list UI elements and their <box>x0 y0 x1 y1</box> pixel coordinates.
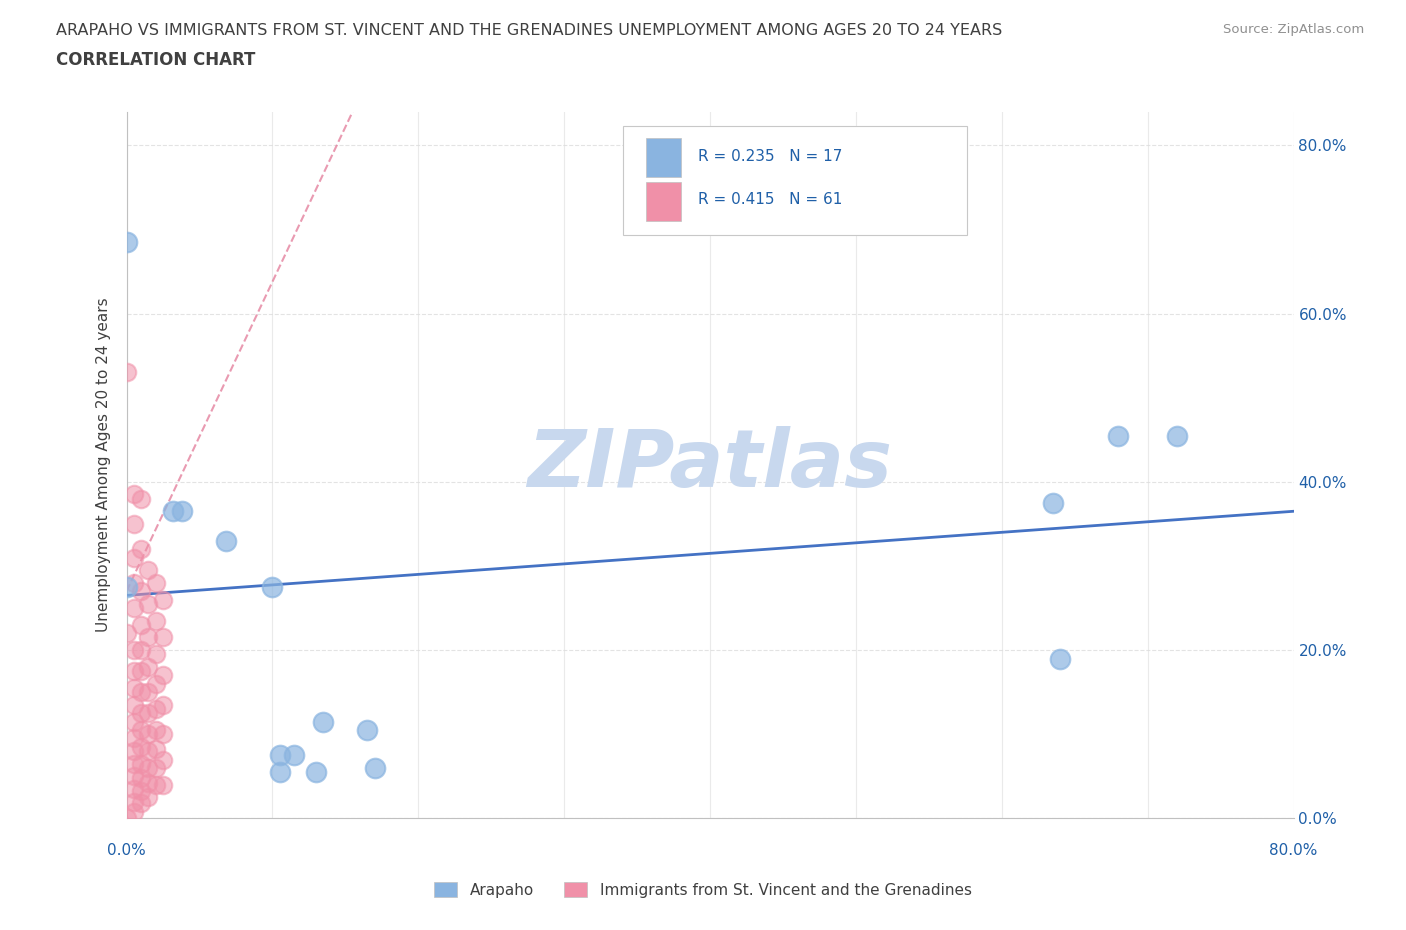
Point <box>138 596 160 611</box>
FancyBboxPatch shape <box>623 126 967 235</box>
Point <box>129 618 152 632</box>
Point <box>122 664 145 679</box>
Point <box>152 592 174 607</box>
Point <box>115 579 138 594</box>
Point <box>129 756 152 771</box>
Point <box>145 676 167 691</box>
Point <box>122 781 145 796</box>
Point <box>122 731 145 746</box>
Point <box>363 761 385 776</box>
Point <box>129 643 152 658</box>
Legend: Arapaho, Immigrants from St. Vincent and the Grenadines: Arapaho, Immigrants from St. Vincent and… <box>429 875 977 904</box>
Point <box>138 630 160 644</box>
Point <box>145 613 167 628</box>
Point <box>152 727 174 742</box>
Text: R = 0.415   N = 61: R = 0.415 N = 61 <box>699 193 842 207</box>
Point <box>1166 428 1188 443</box>
Point <box>122 681 145 696</box>
Point <box>215 533 238 548</box>
Point <box>152 777 174 792</box>
Bar <box>645 139 681 178</box>
Point <box>145 701 167 716</box>
Point <box>145 647 167 662</box>
Point <box>115 811 138 826</box>
Point <box>122 551 145 565</box>
Point <box>162 504 184 519</box>
Point <box>122 794 145 809</box>
Point <box>138 684 160 699</box>
Point <box>138 790 160 804</box>
Point <box>1049 651 1071 666</box>
Y-axis label: Unemployment Among Ages 20 to 24 years: Unemployment Among Ages 20 to 24 years <box>96 298 111 632</box>
Point <box>122 804 145 819</box>
Point <box>122 487 145 502</box>
Point <box>129 584 152 599</box>
Point <box>138 727 160 742</box>
Point <box>145 723 167 737</box>
Point <box>129 784 152 799</box>
Point <box>170 504 193 519</box>
Point <box>145 576 167 591</box>
Point <box>122 516 145 531</box>
Point <box>269 764 291 779</box>
Point <box>122 714 145 729</box>
Point <box>129 723 152 737</box>
Point <box>138 744 160 759</box>
Point <box>138 761 160 776</box>
Point <box>152 668 174 683</box>
Point <box>129 664 152 679</box>
Bar <box>645 182 681 221</box>
Point <box>312 714 335 729</box>
Point <box>129 771 152 786</box>
Text: 80.0%: 80.0% <box>1270 844 1317 858</box>
Point <box>138 563 160 578</box>
Point <box>129 706 152 721</box>
Point <box>138 706 160 721</box>
Point <box>129 491 152 506</box>
Point <box>122 643 145 658</box>
Point <box>145 777 167 792</box>
Point <box>129 796 152 811</box>
Point <box>115 365 138 379</box>
Point <box>152 630 174 644</box>
Point <box>122 576 145 591</box>
Point <box>122 756 145 771</box>
Point <box>283 748 305 763</box>
Point <box>122 744 145 759</box>
Point <box>115 626 138 641</box>
Text: 0.0%: 0.0% <box>107 844 146 858</box>
Point <box>122 698 145 712</box>
Text: ARAPAHO VS IMMIGRANTS FROM ST. VINCENT AND THE GRENADINES UNEMPLOYMENT AMONG AGE: ARAPAHO VS IMMIGRANTS FROM ST. VINCENT A… <box>56 23 1002 38</box>
Point <box>129 684 152 699</box>
Point <box>356 723 378 737</box>
Point <box>138 659 160 674</box>
Point <box>122 601 145 616</box>
Point <box>122 769 145 784</box>
Point <box>138 776 160 790</box>
Text: R = 0.235   N = 17: R = 0.235 N = 17 <box>699 149 842 164</box>
Text: Source: ZipAtlas.com: Source: ZipAtlas.com <box>1223 23 1364 36</box>
Text: ZIPatlas: ZIPatlas <box>527 426 893 504</box>
Point <box>305 764 328 779</box>
Point <box>129 739 152 754</box>
Point <box>152 752 174 767</box>
Point <box>129 541 152 556</box>
Point <box>269 748 291 763</box>
Point <box>1108 428 1130 443</box>
Point <box>145 742 167 757</box>
Point <box>115 234 138 249</box>
Point <box>262 579 284 594</box>
Point <box>1042 496 1064 511</box>
Text: CORRELATION CHART: CORRELATION CHART <box>56 51 256 69</box>
Point <box>152 698 174 712</box>
Point <box>145 761 167 776</box>
